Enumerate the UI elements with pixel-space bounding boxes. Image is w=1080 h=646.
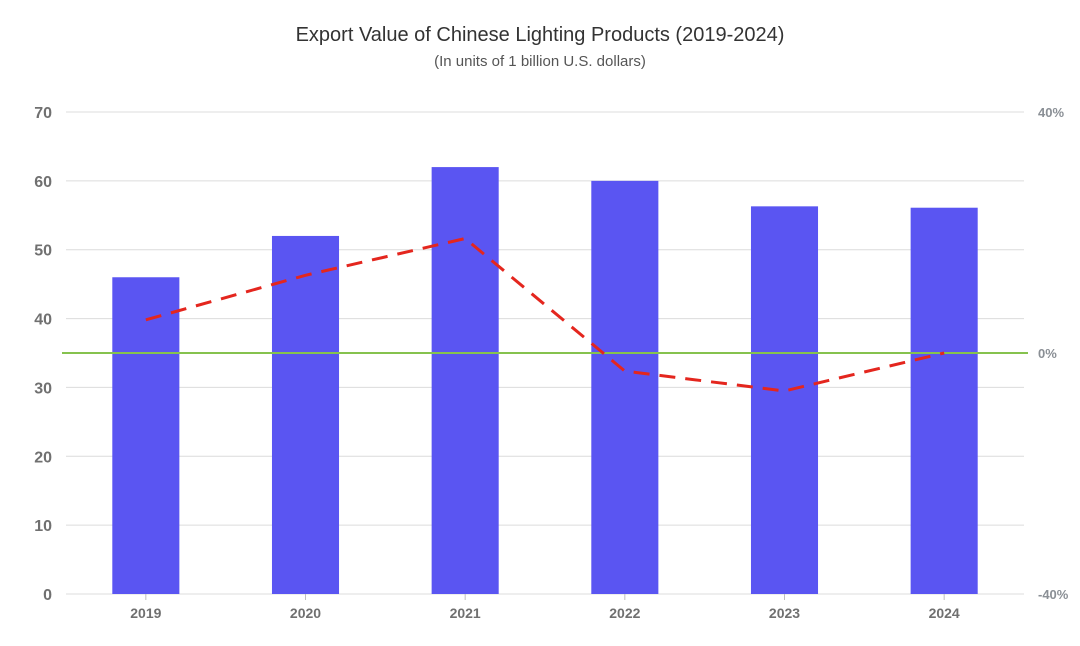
chart-area: 0 10 20 30 40 50 60 70 -40% 0% 40% 2019 2020 2021 2022… [0,0,1080,646]
x-tick-label: 2023 [769,605,800,621]
y-left-tick-label: 0 [43,587,52,604]
chart-subtitle: (In units of 1 billion U.S. dollars) [0,47,1080,70]
bar [751,206,818,594]
y-left-tick-label: 50 [34,243,52,260]
x-tick-label: 2024 [929,605,960,621]
bar [112,277,179,594]
y-left-tick-label: 10 [34,518,52,535]
y-right-tick-label: 0% [1038,346,1057,361]
bar [432,167,499,594]
chart-title: Export Value of Chinese Lighting Product… [0,0,1080,47]
y-right-tick-label: -40% [1038,587,1069,602]
bar [591,181,658,594]
y-left-tick-label: 40 [34,312,52,329]
bar [272,236,339,594]
y-left-tick-label: 60 [34,174,52,191]
y-right-tick-label: 40% [1038,105,1064,120]
growth-line [146,239,944,391]
x-tick-label: 2019 [130,605,161,621]
bar [911,208,978,594]
chart-svg: 0 10 20 30 40 50 60 70 -40% 0% 40% 2019 2020 2021 2022… [0,0,1080,646]
y-left-tick-label: 30 [34,380,52,397]
x-tick-label: 2021 [450,605,481,621]
y-left-tick-label: 20 [34,449,52,466]
y-left-tick-label: 70 [34,105,52,122]
x-tick-label: 2022 [609,605,640,621]
x-tick-label: 2020 [290,605,321,621]
